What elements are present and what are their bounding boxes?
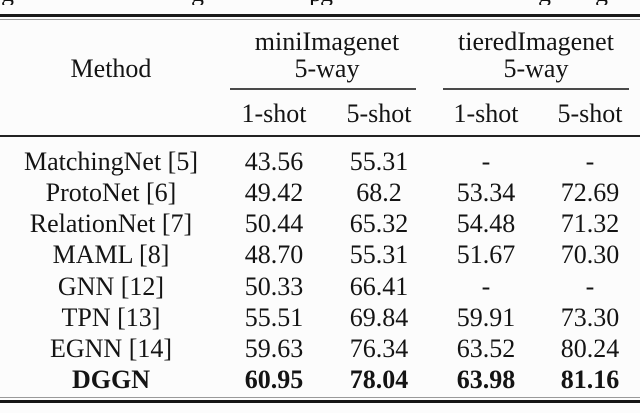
- tiered-5shot-cell: -: [585, 146, 595, 176]
- tiered-1shot-cell: 51.67: [456, 240, 516, 270]
- top-rule-thin: [0, 19, 640, 20]
- subcolumn-header-row: 1-shot 5-shot 1-shot 5-shot: [0, 99, 640, 129]
- table-row: DGGN 60.95 78.04 63.98 81.16: [0, 365, 640, 396]
- top-rule: [0, 14, 640, 17]
- tiered-1shot-cell: 54.48: [456, 209, 516, 239]
- tiered-5shot-cell: 70.30: [560, 240, 620, 270]
- mid-rule: [0, 135, 640, 137]
- bottom-rule-thin: [0, 397, 640, 398]
- mini-5shot-cell: 55.31: [349, 240, 409, 270]
- table-row: MAML [8] 48.70 55.31 51.67 70.30: [0, 240, 640, 271]
- table-row: EGNN [14] 59.63 76.34 63.52 80.24: [0, 334, 640, 365]
- caption-fragment: g: [595, 0, 608, 5]
- tiered-1shot-cell: -: [481, 146, 491, 176]
- mini-1shot-cell: 49.42: [244, 177, 304, 207]
- cmidrule-tieredimagenet: [443, 88, 629, 90]
- mini-5shot-cell: 65.32: [349, 209, 409, 239]
- method-cell: TPN [13]: [61, 302, 161, 332]
- bottom-rule: [0, 400, 640, 403]
- tiered-1shot-cell: 53.34: [456, 177, 516, 207]
- method-cell: RelationNet [7]: [29, 209, 193, 239]
- tiered-5shot-cell: -: [585, 271, 595, 301]
- method-cell: EGNN [14]: [49, 334, 173, 364]
- subcol-tiered-5shot: 5-shot: [557, 99, 623, 128]
- group-name: tieredImagenet: [458, 27, 614, 56]
- tiered-5shot-cell: 72.69: [560, 177, 620, 207]
- table-row: MatchingNet [5] 43.56 55.31 - -: [0, 146, 640, 177]
- table-body: MatchingNet [5] 43.56 55.31 - - ProtoNet…: [0, 146, 640, 396]
- mini-5shot-cell: 68.2: [356, 177, 402, 207]
- table-row: RelationNet [7] 50.44 65.32 54.48 71.32: [0, 209, 640, 240]
- caption-fragment: g: [538, 0, 551, 5]
- caption-fragment: g: [191, 0, 204, 5]
- tiered-1shot-cell: 59.91: [456, 302, 516, 332]
- subcol-tiered-1shot: 1-shot: [453, 99, 519, 128]
- mini-1shot-cell: 60.95: [244, 365, 304, 395]
- mini-5shot-cell: 69.84: [349, 302, 409, 332]
- column-group-tieredimagenet: tieredImagenet 5-way: [432, 28, 640, 82]
- cmidrule-miniimagenet: [230, 88, 416, 90]
- table-row: ProtoNet [6] 49.42 68.2 53.34 72.69: [0, 177, 640, 208]
- method-column-header: Method: [70, 54, 152, 83]
- subcol-mini-5shot: 5-shot: [346, 99, 412, 128]
- table-row: GNN [12] 50.33 66.41 - -: [0, 271, 640, 302]
- group-setting: 5-way: [294, 54, 360, 83]
- caption-fragment: g: [1, 0, 14, 5]
- mini-1shot-cell: 50.44: [244, 209, 304, 239]
- mini-5shot-cell: 78.04: [349, 365, 409, 395]
- group-header-row: Method miniImagenet 5-way tieredImagenet…: [0, 28, 640, 82]
- caption-fragment: p: [309, 0, 322, 5]
- tiered-1shot-cell: 63.52: [456, 334, 516, 364]
- mini-1shot-cell: 50.33: [244, 271, 304, 301]
- mini-5shot-cell: 76.34: [349, 334, 409, 364]
- method-cell: ProtoNet [6]: [45, 177, 177, 207]
- table-row: TPN [13] 55.51 69.84 59.91 73.30: [0, 302, 640, 333]
- tiered-5shot-cell: 73.30: [560, 302, 620, 332]
- mini-5shot-cell: 55.31: [349, 146, 409, 176]
- clipped-caption: ggpggg: [0, 0, 640, 5]
- mini-1shot-cell: 43.56: [244, 146, 304, 176]
- mini-1shot-cell: 55.51: [244, 302, 304, 332]
- mini-1shot-cell: 48.70: [244, 240, 304, 270]
- method-cell: MAML [8]: [52, 240, 170, 270]
- tiered-5shot-cell: 80.24: [560, 334, 620, 364]
- caption-fragment: g: [320, 0, 333, 5]
- tiered-1shot-cell: -: [481, 271, 491, 301]
- method-cell: DGGN: [72, 365, 150, 395]
- method-cell: MatchingNet [5]: [23, 146, 198, 176]
- tiered-5shot-cell: 71.32: [560, 209, 620, 239]
- mini-5shot-cell: 66.41: [349, 271, 409, 301]
- empty-cell: [0, 99, 222, 129]
- group-name: miniImagenet: [254, 27, 400, 56]
- subcol-mini-1shot: 1-shot: [241, 99, 307, 128]
- mini-1shot-cell: 59.63: [244, 334, 304, 364]
- group-setting: 5-way: [503, 54, 569, 83]
- method-cell: GNN [12]: [57, 271, 165, 301]
- tiered-5shot-cell: 81.16: [560, 365, 620, 395]
- column-group-miniimagenet: miniImagenet 5-way: [222, 28, 432, 82]
- tiered-1shot-cell: 63.98: [456, 365, 516, 395]
